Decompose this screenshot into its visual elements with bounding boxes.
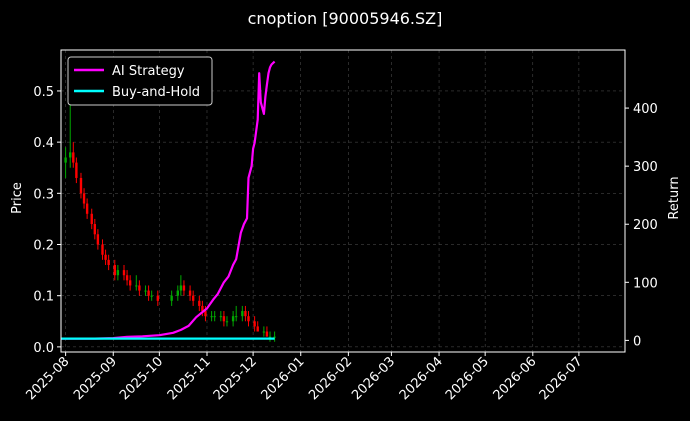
candle-body <box>210 316 213 318</box>
series-lines <box>61 60 276 340</box>
candle-body <box>219 316 223 318</box>
y-tick-label-left: 0.2 <box>33 239 54 254</box>
candle-body <box>198 300 201 306</box>
candle-body <box>125 275 129 281</box>
candle-body <box>170 295 173 301</box>
x-axis: 2025-082025-092025-102025-112025-122026-… <box>23 352 586 403</box>
candle-body <box>234 316 238 318</box>
candle-body <box>225 321 229 323</box>
candle-body <box>265 331 269 337</box>
candle-body <box>90 213 93 225</box>
x-tick-label: 2025-08 <box>23 354 72 403</box>
candle-body <box>213 316 216 318</box>
candle-body <box>188 290 192 296</box>
candle-body <box>93 224 97 235</box>
candle-body <box>273 336 276 338</box>
candle-body <box>247 316 250 322</box>
candle-body <box>72 152 75 163</box>
x-tick-label: 2026-06 <box>491 354 540 403</box>
candle-body <box>82 193 86 204</box>
y-tick-label-left: 0.5 <box>33 85 54 100</box>
x-tick-label: 2026-01 <box>259 354 308 403</box>
plot-frame <box>60 49 626 353</box>
candle-body <box>113 264 116 276</box>
candle-body <box>116 270 120 276</box>
y-tick-label-left: 0.1 <box>33 290 54 305</box>
candle-body <box>138 285 141 291</box>
candle-body <box>176 290 179 296</box>
candle-body <box>107 259 110 265</box>
x-tick-label: 2025-09 <box>71 354 120 403</box>
y-axis-label-left: Price <box>10 182 25 214</box>
candle-body <box>179 285 183 291</box>
x-tick-label: 2026-02 <box>306 354 355 403</box>
x-tick-label: 2025-11 <box>165 354 214 403</box>
candle-body <box>253 321 256 327</box>
legend: AI Strategy Buy-and-Hold <box>67 56 213 106</box>
candle-body <box>231 316 235 322</box>
candle-body <box>69 152 72 158</box>
candle-body <box>104 254 107 260</box>
legend-label-buy-and-hold: Buy-and-Hold <box>112 85 200 100</box>
candle-body <box>201 305 204 312</box>
x-tick-label: 2026-07 <box>537 354 586 403</box>
candle-body <box>244 311 247 317</box>
candle-body <box>241 311 244 317</box>
x-tick-label: 2026-05 <box>443 354 492 403</box>
x-tick-label: 2025-12 <box>211 354 260 403</box>
y-tick-label-right: 100 <box>633 276 658 291</box>
y-axis-label-right: Return <box>667 176 682 219</box>
candle-body <box>222 316 226 322</box>
candle-body <box>268 336 272 338</box>
y-tick-label-left: 0.3 <box>33 187 54 202</box>
candle-body <box>128 280 132 286</box>
x-tick-label: 2026-03 <box>349 354 398 403</box>
candle-body <box>64 157 67 163</box>
x-tick-label: 2025-10 <box>117 354 166 403</box>
candle-body <box>144 290 147 292</box>
y-tick-label-right: 300 <box>633 160 658 175</box>
candle-body <box>182 285 186 291</box>
candle-body <box>101 244 104 255</box>
y-tick-label-right: 0 <box>633 334 641 349</box>
candle-body <box>156 295 160 301</box>
candle-body <box>262 331 266 333</box>
candles <box>64 96 276 342</box>
candle-body <box>85 203 89 214</box>
candle-body <box>147 290 150 296</box>
candle-body <box>79 177 83 194</box>
legend-label-ai-strategy: AI Strategy <box>112 64 185 79</box>
candle-body <box>96 234 100 245</box>
y-axis-left: 0.0 0.1 0.2 0.3 0.4 0.5 <box>33 85 61 356</box>
candle-body <box>135 285 138 287</box>
y-tick-label-left: 0.0 <box>33 341 54 356</box>
candle-body <box>256 326 259 332</box>
y-tick-label-left: 0.4 <box>33 136 54 151</box>
x-tick-label: 2026-04 <box>397 354 446 403</box>
y-axis-right: 0 100 200 300 400 <box>625 102 658 349</box>
candle-body <box>204 311 207 317</box>
y-tick-label-right: 200 <box>633 218 658 233</box>
candle-body <box>122 270 126 276</box>
candle-body <box>191 295 195 301</box>
y-tick-label-right: 400 <box>633 102 658 117</box>
candle-body <box>150 295 153 297</box>
series-line-ai-strategy <box>61 60 276 340</box>
candle-body <box>75 162 78 178</box>
chart-title: cnoption [90005946.SZ] <box>248 9 443 28</box>
